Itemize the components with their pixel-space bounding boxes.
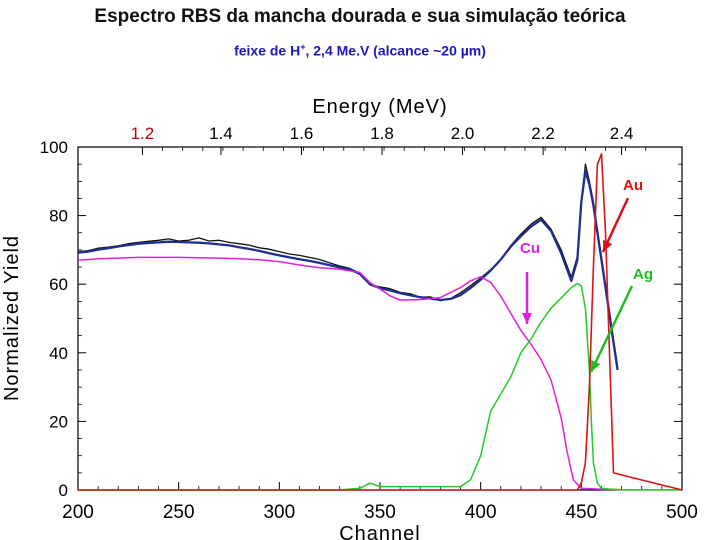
y-axis-title: Normalized Yield [1,235,23,401]
series-line-cu [77,256,682,491]
energy-tick-label: 1.4 [209,124,233,143]
energy-axis-title: Energy (MeV) [312,96,447,118]
energy-tick-label: 1.6 [290,124,314,143]
energy-tick-label: 1.2 [131,124,155,143]
series-line-au [78,153,683,491]
au-label: Au [623,177,643,194]
cu-arrow-head [522,313,532,324]
y-tick-label: 80 [49,207,68,226]
x-axis-title: Channel [339,523,421,540]
ag-arrow-head [591,359,601,372]
x-tick-label: 500 [666,502,698,523]
subtitle-beam: feixe de H [234,42,301,59]
x-tick-label: 300 [263,502,295,523]
energy-tick-label: 1.8 [370,124,394,143]
x-tick-label: 450 [565,502,597,523]
series-line-experimental [77,163,619,367]
energy-tick-label: 2.4 [610,124,634,143]
slide-title: Espectro RBS da mancha dourada e sua sim… [94,6,626,27]
x-tick-label: 350 [364,502,396,523]
x-tick-label: 400 [465,502,497,523]
energy-tick-label: 2.0 [451,124,475,143]
cu-label: Cu [520,240,540,257]
series-line-ag [78,282,682,491]
y-tick-label: 60 [49,275,68,294]
slide-subtitle: feixe de H+, 2,4 Me.V (alcance ~20 µm) [0,42,720,59]
subtitle-details: , 2,4 Me.V (alcance ~20 µm) [305,42,486,59]
ag-arrow-shaft [589,285,634,373]
y-tick-label: 0 [59,481,68,500]
ag-label: Ag [633,266,653,283]
y-tick-label: 100 [40,138,68,157]
subtitle-charge: + [300,42,306,52]
y-tick-label: 40 [49,344,68,363]
x-tick-label: 250 [163,502,195,523]
au-arrow-head [603,239,613,252]
y-tick-label: 20 [49,412,68,431]
energy-tick-label: 2.2 [531,124,555,143]
x-tick-label: 200 [62,502,94,523]
